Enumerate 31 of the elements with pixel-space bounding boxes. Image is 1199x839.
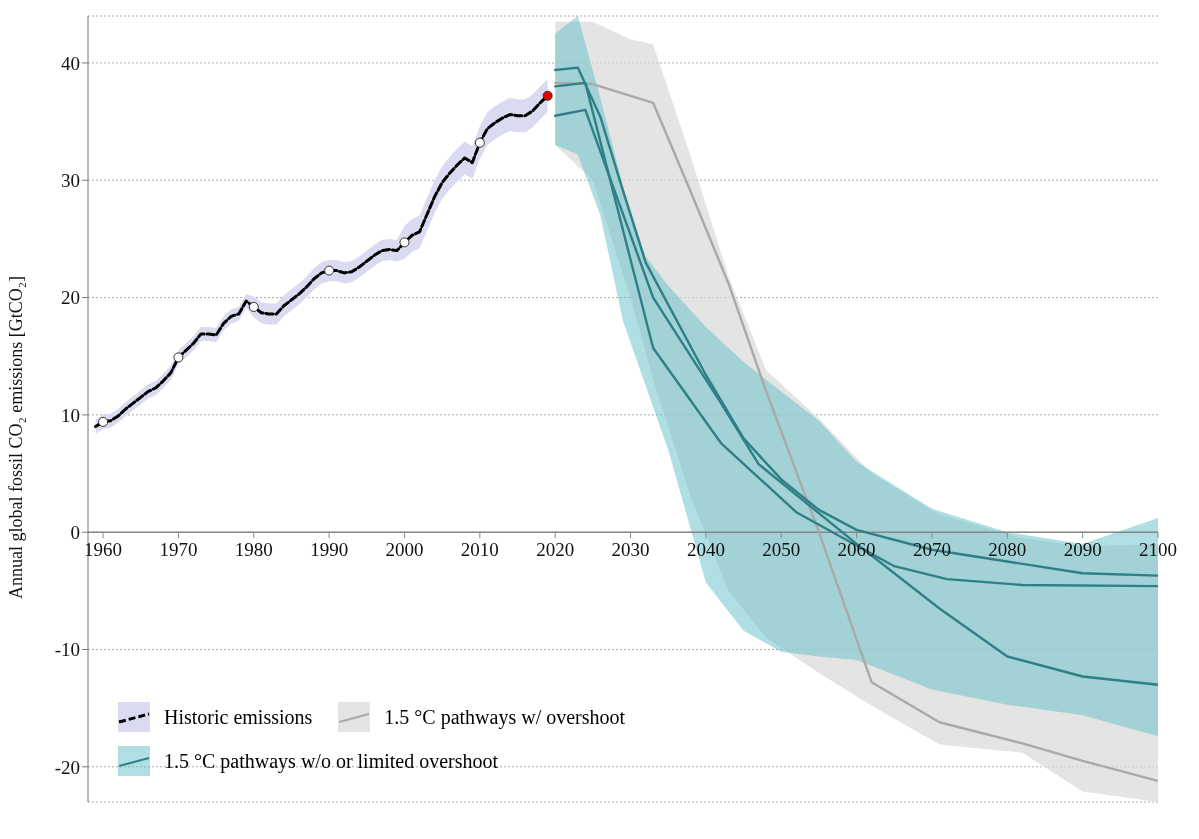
point — [474, 137, 485, 148]
legend-label: 1.5 °C pathways w/o or limited overshoot — [164, 749, 499, 773]
y-tick-label: 30 — [61, 169, 80, 191]
x-tick-label: 2040 — [686, 539, 725, 561]
point — [399, 237, 410, 248]
y-tick-label: 0 — [70, 521, 80, 543]
x-tick-label: 1960 — [84, 539, 123, 561]
x-tick-label: 2080 — [988, 539, 1027, 561]
point — [324, 265, 335, 276]
point — [248, 301, 259, 312]
x-tick-label: 2030 — [611, 539, 650, 561]
y-tick-label: -20 — [54, 756, 80, 778]
x-tick-label: 2050 — [762, 539, 801, 561]
x-tick-label: 1980 — [234, 539, 273, 561]
legend-label: Historic emissions — [164, 705, 313, 729]
x-tick-label: 1970 — [159, 539, 198, 561]
x-tick-label: 2000 — [385, 539, 424, 561]
x-tick-label: 2090 — [1063, 539, 1102, 561]
x-tick-label: 2010 — [460, 539, 499, 561]
x-tick-label: 2020 — [536, 539, 575, 561]
point — [542, 90, 553, 101]
y-axis-title: Annual global fossil CO₂ emissions [GtCO₂] — [6, 275, 27, 599]
y-tick-label: 20 — [61, 287, 80, 309]
x-tick-label: 1990 — [310, 539, 349, 561]
y-tick-label: 10 — [61, 404, 80, 426]
legend-label: 1.5 °C pathways w/ overshoot — [384, 705, 626, 729]
point — [98, 416, 109, 427]
y-tick-label: -10 — [54, 639, 80, 661]
y-tick-label: 40 — [61, 52, 80, 74]
point — [173, 352, 184, 363]
x-tick-label: 2100 — [1139, 539, 1177, 561]
